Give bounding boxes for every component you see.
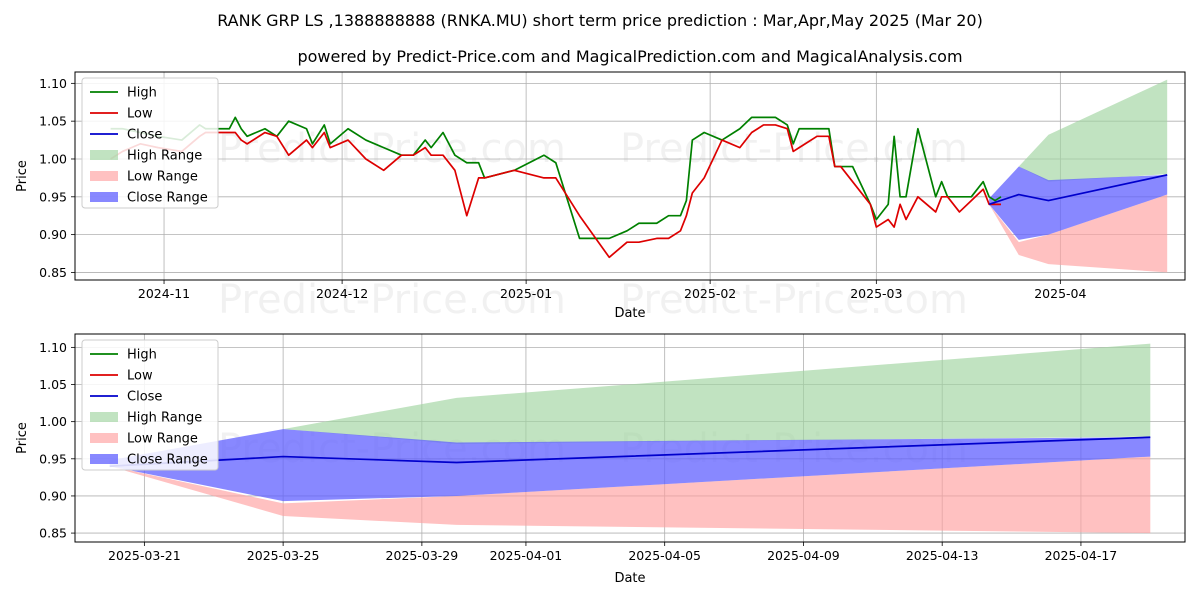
bottom-x-tick-label: 2025-04-01 xyxy=(490,548,563,563)
bottom-y-tick-label: 1.00 xyxy=(39,414,67,429)
bottom-legend-label: Low xyxy=(127,369,153,384)
bottom-chart: Predict-Price.com Predict-Price.com 2025… xyxy=(15,333,1186,586)
top-y-ticks: 0.85 0.90 0.95 1.00 1.05 1.10 xyxy=(39,76,75,280)
bottom-low-range-band xyxy=(109,456,1151,534)
bottom-y-ticks: 0.85 0.90 0.95 1.00 1.05 1.10 xyxy=(39,340,75,541)
bottom-y-axis-label: Price xyxy=(15,422,30,454)
top-y-tick-label: 1.10 xyxy=(39,76,67,91)
top-legend-swatch xyxy=(90,171,118,181)
top-low-range-band xyxy=(989,194,1168,273)
bottom-y-tick-label: 1.10 xyxy=(39,340,67,355)
bottom-x-tick-label: 2025-04-09 xyxy=(767,548,840,563)
top-high-line xyxy=(110,116,1002,240)
bottom-legend-label: High Range xyxy=(127,411,202,426)
top-x-tick-label: 2024-12 xyxy=(316,286,368,301)
top-legend-label: Low xyxy=(127,107,153,122)
top-watermark-2: Predict-Price.com xyxy=(620,126,968,172)
chart-subtitle: powered by Predict-Price.com and Magical… xyxy=(297,47,962,66)
bottom-x-tick-label: 2025-03-25 xyxy=(247,548,320,563)
bottom-legend-label: High xyxy=(127,348,157,363)
top-high-range-band xyxy=(989,79,1168,197)
top-chart: Predict-Price.com Predict-Price.com Pred… xyxy=(15,71,1186,323)
top-y-axis-label: Price xyxy=(15,160,30,192)
top-x-tick-label: 2025-03 xyxy=(850,286,902,301)
bottom-legend-swatch xyxy=(90,412,118,422)
top-x-tick-label: 2024-11 xyxy=(138,286,190,301)
top-plot-area xyxy=(75,72,1185,280)
top-x-tick-label: 2025-04 xyxy=(1034,286,1086,301)
bottom-x-tick-label: 2025-04-05 xyxy=(628,548,701,563)
bottom-x-axis-label: Date xyxy=(614,571,645,586)
top-close-line xyxy=(988,174,1168,206)
top-legend: High Low Close High Range Low Range Close Ran… xyxy=(81,77,219,209)
bottom-y-tick-label: 0.90 xyxy=(39,488,67,503)
bottom-legend: High Low Close High Range Low Range Close Ran… xyxy=(81,339,219,471)
chart-title: RANK GRP LS ,1388888888 (RNKA.MU) short … xyxy=(217,11,983,30)
bottom-y-tick-label: 0.95 xyxy=(39,451,67,466)
top-y-tick-label: 1.00 xyxy=(39,151,67,166)
top-watermark-3: Predict-Price.com xyxy=(218,277,566,323)
top-grid xyxy=(75,72,1185,280)
bottom-legend-swatch xyxy=(90,454,118,464)
top-y-tick-label: 1.05 xyxy=(39,114,67,129)
top-legend-swatch xyxy=(90,192,118,202)
bottom-legend-label: Low Range xyxy=(127,432,198,447)
bottom-legend-label: Close Range xyxy=(127,453,208,468)
bottom-y-tick-label: 0.85 xyxy=(39,526,67,541)
bottom-series xyxy=(109,343,1151,534)
top-legend-label: High xyxy=(127,86,157,101)
bottom-x-tick-label: 2025-04-13 xyxy=(906,548,979,563)
top-legend-label: High Range xyxy=(127,149,202,164)
top-x-tick-label: 2025-02 xyxy=(684,286,736,301)
top-legend-label: Close xyxy=(127,128,162,143)
bottom-x-tick-label: 2025-04-17 xyxy=(1045,548,1118,563)
bottom-y-tick-label: 1.05 xyxy=(39,377,67,392)
bottom-x-tick-label: 2025-03-21 xyxy=(108,548,181,563)
bottom-legend-swatch xyxy=(90,433,118,443)
bottom-x-tick-label: 2025-03-29 xyxy=(386,548,459,563)
top-x-tick-label: 2025-01 xyxy=(500,286,552,301)
bottom-x-ticks: 2025-03-21 2025-03-25 2025-03-29 2025-04-01… xyxy=(108,542,1117,563)
bottom-plot-frame xyxy=(74,333,1186,543)
top-low-line xyxy=(110,124,1001,259)
bottom-high-range-band xyxy=(109,343,1151,459)
top-series xyxy=(110,79,1168,273)
bottom-legend-label: Close xyxy=(127,390,162,405)
top-watermark-4: Predict-Price.com xyxy=(620,277,968,323)
top-legend-label: Low Range xyxy=(127,170,198,185)
top-y-tick-label: 0.95 xyxy=(39,189,67,204)
top-x-ticks: 2024-11 2024-12 2025-01 2025-02 2025-03 2025-… xyxy=(138,280,1087,301)
top-x-axis-label: Date xyxy=(614,306,645,321)
top-plot-frame xyxy=(74,71,1186,281)
top-legend-label: Close Range xyxy=(127,191,208,206)
top-legend-swatch xyxy=(90,150,118,160)
top-y-tick-label: 0.90 xyxy=(39,227,67,242)
top-y-tick-label: 0.85 xyxy=(39,265,67,280)
